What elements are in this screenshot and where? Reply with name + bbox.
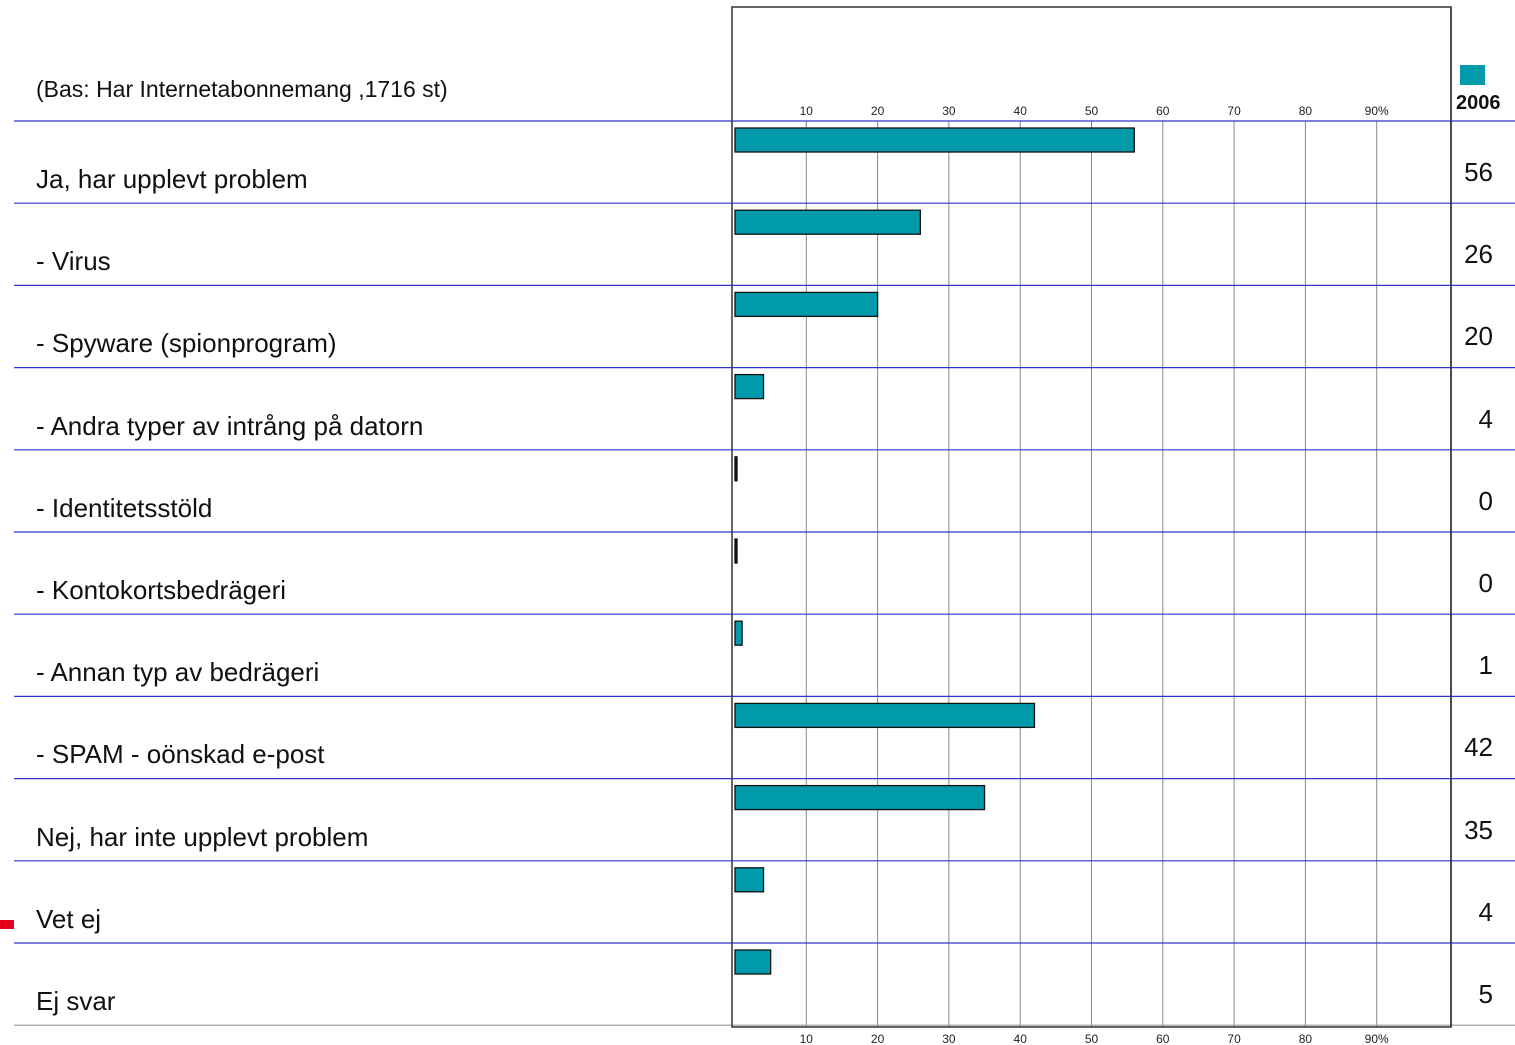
x-tick-label: 50 [1085, 104, 1099, 118]
x-tick-label: 90% [1365, 1032, 1389, 1045]
value-label: 35 [1464, 814, 1493, 845]
legend-swatch-icon [1460, 65, 1485, 85]
x-tick-label: 80 [1299, 1032, 1313, 1045]
row-lines [14, 120, 1515, 1026]
category-label: - SPAM - oönskad e-post [36, 739, 325, 770]
x-tick-label: 40 [1014, 1032, 1028, 1045]
value-label: 0 [1478, 485, 1493, 516]
bar [734, 784, 986, 811]
x-axis-ticks-top: 10 20 30 40 50 60 70 80 90% [800, 104, 1389, 118]
bar [734, 456, 738, 482]
category-label: Ja, har upplevt problem [36, 164, 308, 194]
x-tick-label: 20 [871, 1032, 885, 1045]
value-label: 1 [1478, 650, 1493, 681]
value-label: 4 [1478, 896, 1493, 927]
x-tick-label: 20 [871, 104, 885, 118]
x-tick-label: 40 [1014, 104, 1028, 118]
x-tick-label: 30 [942, 104, 956, 118]
x-tick-label: 90% [1365, 104, 1389, 118]
value-label: 5 [1478, 979, 1493, 1009]
x-tick-label: 70 [1227, 104, 1241, 118]
value-label: 56 [1464, 157, 1493, 187]
bar [734, 209, 922, 235]
grid-lines [805, 121, 1378, 1027]
category-label: Nej, har inte upplevt problem [36, 821, 369, 852]
category-label: - Virus [36, 246, 111, 277]
x-tick-label: 60 [1156, 1032, 1170, 1045]
category-label: - Kontokortsbedrägeri [36, 575, 287, 605]
base-note: (Bas: Har Internetabonnemang ,1716 st) [36, 76, 448, 102]
bar [734, 620, 743, 646]
legend-year: 2006 [1456, 92, 1501, 114]
x-axis-ticks-bottom: 10 20 30 40 50 60 70 80 90% [800, 1032, 1389, 1045]
category-label: - Spyware (spionprogram) [36, 328, 337, 359]
value-label: 4 [1478, 403, 1493, 434]
bar [734, 702, 1036, 729]
bar [734, 373, 765, 400]
x-tick-label: 60 [1156, 104, 1170, 118]
x-tick-label: 10 [800, 104, 814, 118]
x-tick-label: 10 [800, 1032, 814, 1045]
value-label: 20 [1464, 321, 1493, 352]
value-label: 0 [1478, 568, 1493, 598]
x-tick-label: 30 [942, 1032, 956, 1045]
bar [734, 949, 772, 975]
value-label: 26 [1464, 239, 1493, 270]
bars [734, 127, 1135, 975]
category-label: - Identitetsstöld [36, 492, 213, 523]
x-tick-label: 50 [1085, 1032, 1099, 1045]
bar [734, 291, 879, 318]
category-label: Vet ej [36, 903, 102, 934]
bar [734, 867, 765, 893]
category-label: - Andra typer av intrång på datorn [36, 410, 424, 441]
category-label: Ej svar [36, 986, 116, 1016]
bar [734, 538, 738, 564]
red-mark [0, 920, 14, 929]
x-tick-label: 80 [1299, 104, 1313, 118]
x-tick-label: 70 [1227, 1032, 1241, 1045]
category-label: - Annan typ av bedrägeri [36, 657, 320, 688]
bar [734, 127, 1135, 153]
value-label: 42 [1464, 732, 1493, 763]
